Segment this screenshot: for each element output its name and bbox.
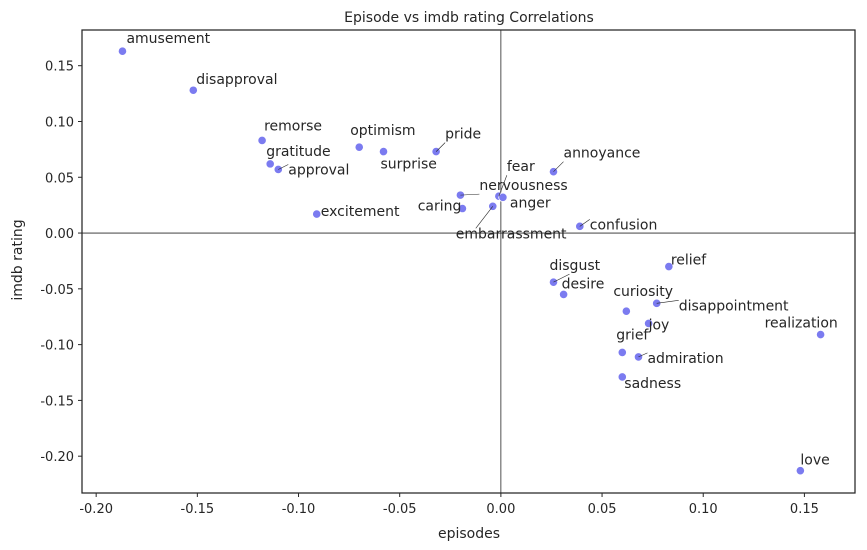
- point-label-disappointment: disappointment: [679, 298, 789, 314]
- point-label-gratitude: gratitude: [266, 144, 330, 160]
- leader-line: [553, 273, 570, 283]
- leader-line: [435, 142, 446, 152]
- scatter-point-gratitude: [265, 159, 275, 169]
- scatter-point-disapproval: [188, 85, 198, 95]
- scatter-point-grief: [617, 347, 627, 358]
- y-tick-label: -0.05: [40, 283, 74, 298]
- data-points: [117, 46, 826, 476]
- point-label-embarrassment: embarrassment: [456, 226, 567, 242]
- reference-lines: [82, 30, 855, 493]
- point-label-confusion: confusion: [590, 217, 658, 233]
- point-label-love: love: [800, 453, 829, 469]
- point-label-desire: desire: [562, 276, 605, 292]
- y-tick-label: -0.20: [40, 450, 74, 465]
- y-tick-label: 0.00: [45, 227, 74, 242]
- point-label-disgust: disgust: [549, 258, 600, 274]
- x-axis-label: episodes: [438, 526, 500, 542]
- point-label-relief: relief: [671, 253, 707, 269]
- point-label-optimism: optimism: [350, 123, 415, 139]
- point-label-realization: realization: [765, 316, 838, 332]
- x-tick-label: 0.05: [588, 502, 617, 517]
- y-tick-label: -0.15: [40, 394, 74, 409]
- point-label-joy: joy: [648, 317, 670, 333]
- scatter-point-curiosity: [621, 306, 631, 316]
- scatter-point-desire: [559, 289, 569, 300]
- x-tick-label: 0.15: [790, 502, 819, 517]
- y-tick-label: 0.05: [45, 171, 74, 186]
- point-label-approval: approval: [288, 162, 349, 178]
- x-tick-label: 0.00: [486, 502, 515, 517]
- point-label-nervousness: nervousness: [479, 178, 567, 194]
- scatter-point-surprise: [378, 147, 389, 157]
- scatter-point-excitement: [312, 209, 322, 219]
- leader-line: [553, 161, 564, 172]
- point-label-fear: fear: [507, 159, 535, 175]
- leader-line: [579, 219, 590, 227]
- scatter-point-love: [795, 466, 805, 476]
- x-tick-label: -0.10: [282, 502, 316, 517]
- leader-line: [498, 175, 508, 197]
- scatter-point-amusement: [117, 46, 128, 56]
- scatter-point-relief: [664, 261, 674, 272]
- point-label-sadness: sadness: [624, 376, 681, 392]
- scatter-point-remorse: [257, 135, 267, 146]
- leader-line: [656, 300, 679, 304]
- x-tick-label: -0.05: [383, 502, 417, 517]
- scatter-point-optimism: [354, 142, 364, 152]
- x-axis-ticks: -0.20 -0.15 -0.10 -0.05 0.00 0.05 0.10 0.15: [79, 493, 819, 517]
- point-label-curiosity: curiosity: [613, 284, 673, 300]
- y-tick-label: 0.15: [45, 60, 74, 75]
- scatter-point-joy: [643, 318, 654, 329]
- x-tick-label: -0.15: [181, 502, 215, 517]
- x-tick-label: 0.10: [689, 502, 718, 517]
- point-label-amusement: amusement: [126, 31, 210, 47]
- point-label-grief: grief: [616, 327, 649, 343]
- point-label-pride: pride: [445, 127, 481, 143]
- point-label-annoyance: annoyance: [563, 146, 640, 162]
- leader-line: [460, 193, 480, 196]
- x-tick-label: -0.20: [79, 502, 113, 517]
- y-tick-label: -0.10: [40, 339, 74, 354]
- point-label-anger: anger: [510, 195, 551, 211]
- y-axis-label: imdb rating: [10, 219, 26, 300]
- chart-title: Episode vs imdb rating Correlations: [344, 10, 594, 26]
- point-label-excitement: excitement: [321, 204, 400, 220]
- leader-line: [278, 164, 289, 170]
- y-tick-label: 0.10: [45, 115, 74, 130]
- scatter-point-sadness: [617, 372, 627, 382]
- leader-line: [475, 206, 494, 229]
- point-label-caring: caring: [418, 199, 462, 215]
- scatter-point-realization: [815, 329, 826, 340]
- plot-frame: [81, 29, 856, 494]
- y-axis-ticks: 0.15 0.10 0.05 0.00 -0.05 -0.10 -0.15 -0.20: [40, 60, 82, 465]
- point-labels: amusement disapproval remorse gratitude appr…: [126, 31, 837, 468]
- point-label-remorse: remorse: [264, 118, 322, 134]
- scatter-point-anger: [498, 192, 508, 202]
- scatter-point-caring: [457, 203, 468, 214]
- point-label-surprise: surprise: [381, 157, 437, 173]
- point-label-admiration: admiration: [647, 351, 723, 367]
- leader-line: [638, 352, 648, 358]
- point-label-disapproval: disapproval: [196, 72, 277, 88]
